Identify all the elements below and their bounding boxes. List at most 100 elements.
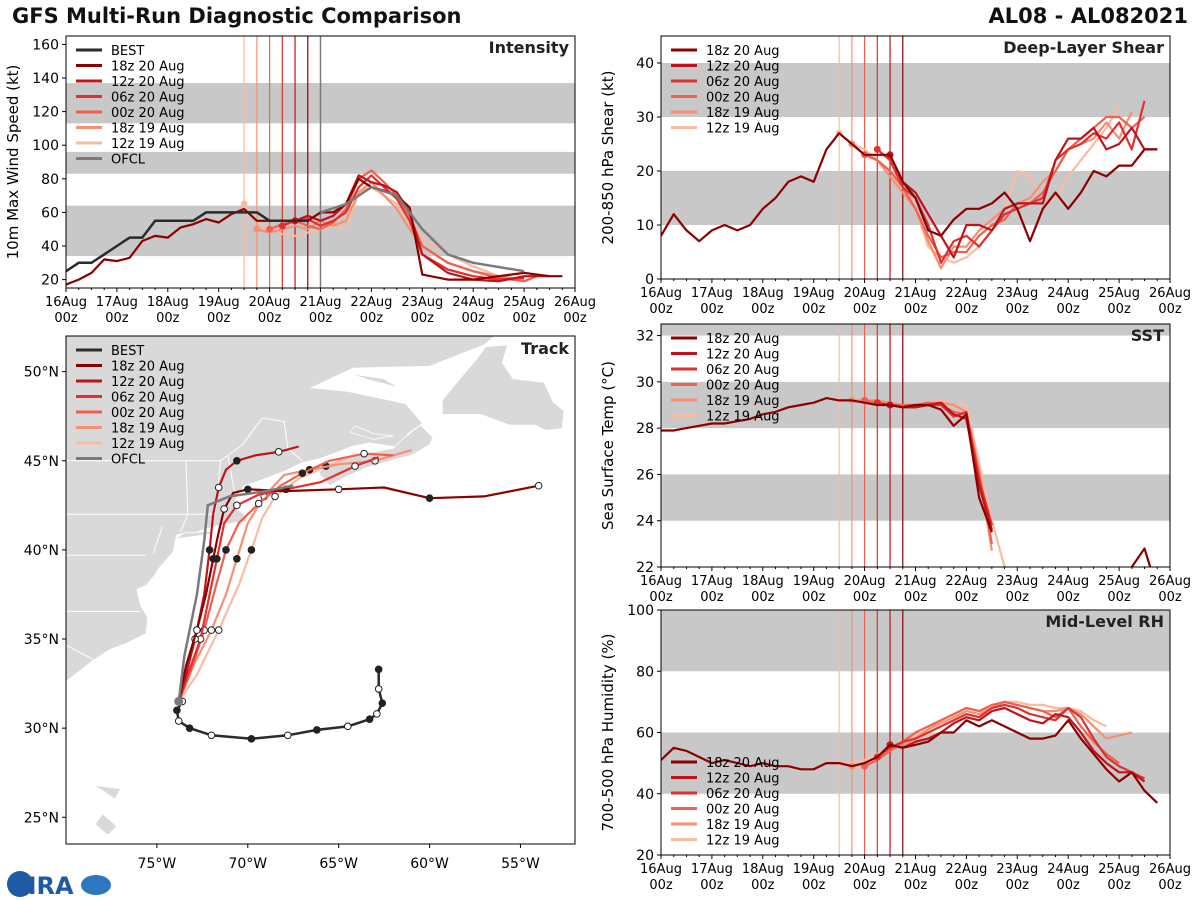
intensity-legend-label: 12z 20 Aug	[111, 75, 185, 90]
sst-band	[661, 324, 1170, 336]
rh-legend-label: 00z 20 Aug	[706, 803, 780, 818]
track-best-marker	[374, 665, 383, 674]
sst-xtick-label: 26Aug 00z	[1149, 574, 1191, 605]
intensity-xtick-day: 22Aug	[350, 295, 392, 310]
sst-ytick-label: 32	[636, 329, 654, 345]
shear-xtick-day: 20Aug	[844, 286, 886, 301]
sst-xtick-day: 16Aug	[640, 574, 682, 589]
intensity-ofcl-track-line	[320, 185, 525, 273]
rh-series-line	[876, 703, 1145, 780]
rh-band	[661, 610, 1170, 672]
intensity-legend-label: 06z 20 Aug	[111, 91, 185, 106]
shear-xtick-day: 23Aug	[996, 286, 1038, 301]
shear-series-line	[889, 126, 1158, 259]
track-legend-label: 18z 20 Aug	[111, 360, 185, 375]
shear-xtick-label: 19Aug 00z	[793, 286, 835, 317]
rh-xtick-label: 19Aug 00z	[793, 862, 835, 893]
intensity-series-line	[269, 169, 538, 283]
shear-xtick-day: 18Aug	[742, 286, 784, 301]
land-anticosti	[347, 373, 399, 389]
track-ytick-label: 40°N	[24, 543, 59, 559]
shear-xtick-hour: 00z	[649, 302, 673, 317]
track-forecast-line	[177, 449, 412, 702]
track-best-marker	[283, 731, 292, 740]
shear-ytick-label: 10	[636, 218, 654, 234]
intensity-xtick-hour: 00z	[54, 311, 78, 326]
sst-xtick-day: 21Aug	[895, 574, 937, 589]
track-forecast-marker	[247, 546, 256, 554]
intensity-init-marker	[278, 222, 286, 230]
shear-ylabel: 200-850 hPa Shear (kt)	[599, 71, 617, 245]
shear-xtick-label: 20Aug 00z	[844, 286, 886, 317]
sst-band	[661, 474, 1170, 521]
rh-xtick-hour: 00z	[853, 878, 877, 893]
track-forecast-marker	[534, 481, 543, 490]
shear-legend-label: 06z 20 Aug	[706, 75, 780, 90]
shear-xtick-label: 25Aug 00z	[1098, 286, 1140, 317]
shear-xtick-hour: 00z	[1158, 302, 1182, 317]
rh-xtick-hour: 00z	[751, 878, 775, 893]
rh-xtick-label: 17Aug 00z	[691, 862, 733, 893]
intensity-xtick-label: 16Aug 00z	[45, 295, 87, 326]
rh-xtick-hour: 00z	[955, 878, 979, 893]
shear-xtick-label: 26Aug 00z	[1149, 286, 1191, 317]
track-frame	[65, 335, 576, 845]
shear-xtick-day: 25Aug	[1098, 286, 1140, 301]
land-bahamas	[93, 784, 122, 800]
track-forecast-marker	[214, 483, 223, 492]
rh-ytick-label: 80	[636, 664, 654, 680]
sst-xtick-hour: 00z	[1006, 590, 1030, 605]
rh-xtick-label: 25Aug 00z	[1098, 862, 1140, 893]
intensity-ytick-label: 20	[41, 273, 59, 289]
sst-legend-label: 18z 19 Aug	[706, 394, 780, 409]
shear-legend-label: 12z 19 Aug	[706, 122, 780, 137]
sst-xtick-hour: 00z	[955, 590, 979, 605]
sst-series-line	[661, 397, 1152, 567]
rh-legend-label: 18z 19 Aug	[706, 818, 780, 833]
rh-legend-label: 06z 20 Aug	[706, 787, 780, 802]
shear-xtick-day: 24Aug	[1047, 286, 1089, 301]
track-best-marker	[365, 715, 374, 724]
intensity-xtick-label: 23Aug 00z	[401, 295, 443, 326]
sst-ytick-label: 30	[636, 375, 654, 391]
intensity-xtick-hour: 00z	[411, 311, 435, 326]
rh-ytick-label: 40	[636, 787, 654, 803]
rh-xtick-day: 23Aug	[996, 862, 1038, 877]
track-ofcl-line	[177, 484, 294, 702]
track-forecast-marker	[220, 505, 228, 513]
shear-xtick-label: 22Aug 00z	[945, 286, 987, 317]
track-forecast-line	[177, 484, 539, 702]
track-best-marker	[185, 724, 194, 732]
intensity-init-marker	[240, 200, 248, 208]
rh-ylabel: 700-500 hPa Humidity (%)	[599, 633, 617, 831]
track-legend-label: 00z 20 Aug	[111, 406, 185, 421]
rh-xtick-day: 19Aug	[793, 862, 835, 877]
intensity-legend-label: OFCL	[111, 153, 146, 168]
sst-xtick-label: 25Aug 00z	[1098, 574, 1140, 605]
shear-band	[661, 63, 1170, 117]
land-pei	[348, 425, 394, 440]
track-forecast-marker	[209, 555, 218, 563]
sst-legend-label: 00z 20 Aug	[706, 379, 780, 394]
rh-xtick-label: 18Aug 00z	[742, 862, 784, 893]
shear-xtick-label: 23Aug 00z	[996, 286, 1038, 317]
track-current-position	[174, 696, 184, 706]
intensity-xtick-day: 25Aug	[503, 295, 545, 310]
storm-id: AL08 - AL082021	[988, 4, 1189, 28]
track-forecast-line	[177, 456, 350, 703]
rh-ytick-label: 20	[636, 848, 654, 864]
shear-xtick-label: 16Aug 00z	[640, 286, 682, 317]
track-ytick-label: 45°N	[24, 454, 59, 470]
intensity-init-marker	[266, 225, 274, 233]
rh-xtick-day: 20Aug	[844, 862, 886, 877]
sst-xtick-hour: 00z	[1158, 590, 1182, 605]
rh-xtick-label: 26Aug 00z	[1149, 862, 1191, 893]
intensity-xtick-label: 26Aug 00z	[554, 295, 596, 326]
track-xtick-label: 60°W	[410, 856, 449, 872]
shear-xtick-day: 19Aug	[793, 286, 835, 301]
shear-xtick-hour: 00z	[955, 302, 979, 317]
rh-plot-area	[661, 700, 1159, 804]
sst-xtick-day: 25Aug	[1098, 574, 1140, 589]
